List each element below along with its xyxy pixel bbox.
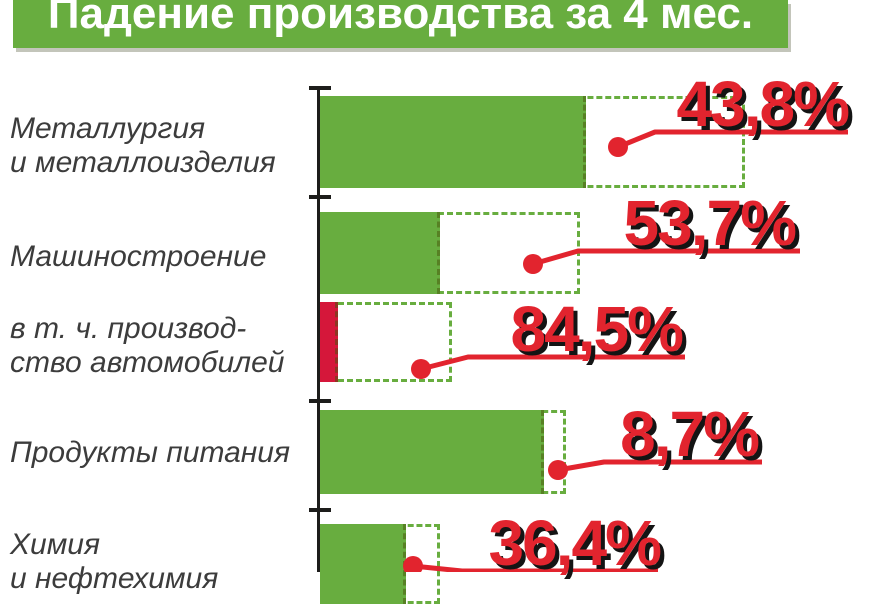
callout-dot [608, 137, 628, 157]
category-label: Металлургия и металлоизделия [10, 112, 276, 180]
callout-line [557, 459, 762, 473]
title-banner: Падение производства за 4 мес. [13, 0, 788, 48]
category-label-line: и металлоизделия [10, 146, 276, 179]
category-label: Химия и нефтехимия [10, 528, 218, 596]
current-level-bar [320, 212, 440, 294]
decline-percentage-label: 8,7% [620, 398, 760, 470]
category-label: Машиностроение [10, 240, 266, 274]
category-label-line: ство автомобилей [10, 346, 285, 379]
callout-dot [411, 359, 431, 379]
callout-line [420, 354, 685, 372]
bar-edge-dashes [538, 410, 544, 494]
production-decline-chart: Падение производства за 4 мес. Металлург… [10, 0, 850, 604]
decline-percentage-label: 53,7% [623, 187, 797, 259]
bar-edge-dashes [332, 302, 338, 382]
callout-dot [548, 460, 568, 480]
axis-tick [309, 508, 331, 512]
current-level-bar [320, 96, 586, 188]
category-label: в т. ч. производ-ство автомобилей [10, 312, 284, 380]
vertical-axis-line [317, 86, 320, 572]
bar-edge-dashes [580, 96, 586, 188]
bar-edge-dashes [434, 212, 440, 294]
category-label-line: Машиностроение [10, 240, 267, 273]
callout-line [412, 563, 658, 572]
category-label-line: Продукты питания [10, 436, 291, 469]
callout-overlay [403, 129, 848, 572]
axis-tick [309, 195, 331, 199]
current-level-bar [320, 302, 338, 382]
callout-line [532, 248, 800, 267]
callout-dot [523, 254, 543, 274]
category-label-line: в т. ч. производ- [10, 312, 247, 345]
callout-line [617, 129, 848, 150]
decline-percentage-label: 43,8% [676, 68, 850, 140]
decline-percentage-label: 84,5% [510, 293, 684, 365]
decline-percentage-label: 36,4% [488, 507, 662, 579]
callout-dot [403, 556, 423, 572]
current-level-bar [320, 410, 544, 494]
axis-tick [309, 86, 331, 90]
category-label-line: Химия [10, 528, 100, 561]
category-label-line: и нефтехимия [10, 562, 219, 595]
category-label-line: Металлургия [10, 112, 206, 145]
category-label: Продукты питания [10, 436, 290, 470]
axis-tick [309, 399, 331, 403]
chart-title: Падение производства за 4 мес. [47, 0, 754, 38]
